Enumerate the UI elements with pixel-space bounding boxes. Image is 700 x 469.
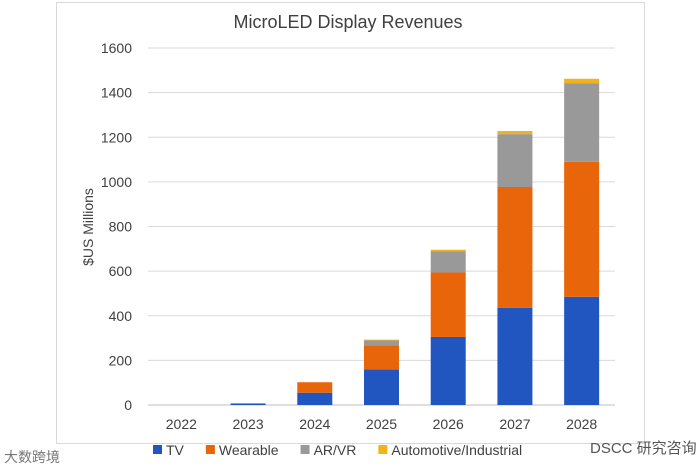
watermark-left: 大数跨境 xyxy=(4,449,60,465)
bar-segment-ar-vr xyxy=(497,134,533,188)
bar-segment-tv xyxy=(297,392,333,405)
x-tick-label: 2024 xyxy=(299,416,330,432)
y-tick-label: 1000 xyxy=(101,174,132,190)
y-tick-label: 800 xyxy=(109,219,133,235)
legend-label: Automotive/Industrial xyxy=(391,442,522,458)
legend-label: TV xyxy=(166,442,185,458)
x-tick-label: 2022 xyxy=(166,416,197,432)
bar-segment-wearable xyxy=(364,345,399,370)
bar-segment-tv xyxy=(564,296,600,405)
bar-segment-ar-vr xyxy=(564,83,600,162)
x-tick-label: 2027 xyxy=(499,416,530,432)
x-tick-label: 2028 xyxy=(566,416,597,432)
x-tick-label: 2026 xyxy=(433,416,464,432)
y-axis-label: $US Millions xyxy=(80,188,96,266)
y-tick-label: 400 xyxy=(109,308,133,324)
chart-frame xyxy=(56,2,645,444)
bar-segment-ar-vr xyxy=(364,340,399,346)
y-tick-label: 200 xyxy=(109,352,133,368)
legend-swatch xyxy=(378,445,388,454)
y-tick-label: 0 xyxy=(124,397,132,413)
bar-segment-wearable xyxy=(497,187,533,308)
bar-segment-ar-vr xyxy=(430,251,466,273)
chart-title: MicroLED Display Revenues xyxy=(233,12,462,32)
y-tick-label: 1600 xyxy=(101,40,132,56)
legend-swatch xyxy=(300,445,310,454)
legend-label: AR/VR xyxy=(314,442,357,458)
bar-segment-tv xyxy=(364,369,399,405)
x-tick-label: 2025 xyxy=(366,416,397,432)
bar-segment-automotive-industrial xyxy=(497,131,533,135)
bar-segment-automotive-industrial xyxy=(430,249,466,252)
bar-segment-wearable xyxy=(430,272,466,337)
x-tick-label: 2023 xyxy=(232,416,263,432)
bar-segment-automotive-industrial xyxy=(564,78,600,84)
y-tick-label: 1400 xyxy=(101,85,132,101)
bar-segment-tv xyxy=(430,336,466,405)
legend-swatch xyxy=(153,445,162,454)
bar-segment-automotive-industrial xyxy=(364,339,399,341)
y-tick-label: 1200 xyxy=(101,129,132,145)
legend-swatch xyxy=(205,445,215,454)
watermark-right: DSCC 研究咨询 xyxy=(590,440,697,457)
bar-segment-wearable xyxy=(297,382,333,393)
bar-segment-tv xyxy=(230,403,266,405)
bar-segment-tv xyxy=(497,307,533,405)
bar-segment-wearable xyxy=(564,161,600,297)
y-tick-label: 600 xyxy=(109,263,133,279)
legend-label: Wearable xyxy=(219,442,279,458)
